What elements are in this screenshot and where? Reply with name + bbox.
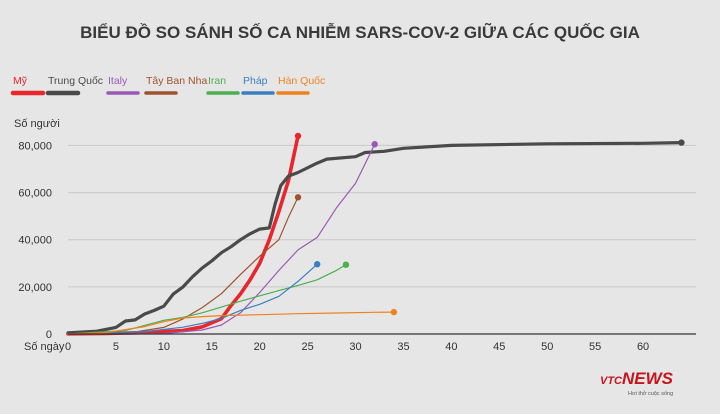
series-endpoint-korea bbox=[390, 308, 398, 316]
series-line-korea bbox=[67, 311, 395, 335]
series-layer bbox=[66, 132, 685, 336]
x-tick-label: 45 bbox=[493, 341, 505, 353]
y-tick-label: 40,000 bbox=[18, 235, 52, 247]
x-tick-label: 55 bbox=[589, 341, 601, 353]
y-axis-label: Số người bbox=[14, 118, 60, 130]
vtc-news-logo: VTCNEWS Hơi thở cuộc sống bbox=[600, 369, 674, 397]
legend-label-france: Pháp bbox=[243, 75, 268, 87]
legend-label-spain: Tây Ban Nha bbox=[146, 75, 207, 87]
series-line-italy bbox=[67, 143, 376, 335]
x-tick-label: 0 bbox=[65, 341, 71, 353]
series-line-us bbox=[66, 134, 300, 336]
legend-label-china: Trung Quốc bbox=[48, 75, 103, 87]
x-tick-label: 35 bbox=[397, 341, 409, 353]
logo-prefix: VTC bbox=[600, 375, 623, 387]
x-tick-label: 50 bbox=[541, 341, 553, 353]
x-tick-label: 30 bbox=[349, 341, 361, 353]
y-tick-label: 0 bbox=[46, 329, 52, 341]
series-line-iran bbox=[67, 264, 347, 335]
x-tick-label: 5 bbox=[113, 341, 119, 353]
legend-label-korea: Hàn Quốc bbox=[278, 75, 325, 87]
series-endpoint-china bbox=[678, 139, 685, 146]
x-tick-label: 10 bbox=[158, 341, 170, 353]
x-tick-label: 60 bbox=[637, 341, 649, 353]
x-tick-label: 15 bbox=[206, 341, 218, 353]
legend-label-iran: Iran bbox=[208, 75, 226, 87]
logo-main: NEWS bbox=[622, 369, 674, 388]
chart-title: BIỂU ĐỒ SO SÁNH SỐ CA NHIỄM SARS-COV-2 G… bbox=[80, 22, 640, 42]
x-axis-label: Số ngày bbox=[24, 341, 65, 353]
series-line-france bbox=[67, 263, 318, 335]
svg-text:VTCNEWS: VTCNEWS bbox=[600, 369, 674, 388]
legend-label-us: Mỹ bbox=[13, 75, 28, 87]
series-endpoint-italy bbox=[371, 141, 378, 148]
logo-tagline: Hơi thở cuộc sống bbox=[628, 390, 673, 397]
series-endpoint-france bbox=[314, 261, 321, 268]
axis-layer: 0 20,000 40,000 60,000 80,000 0 5 10 15 20 25 30 35 4… bbox=[18, 140, 696, 353]
series-line-china bbox=[66, 141, 684, 335]
series-line-spain bbox=[67, 196, 299, 335]
x-tick-label: 40 bbox=[445, 341, 457, 353]
series-endpoint-spain bbox=[294, 194, 302, 201]
y-tick-label: 80,000 bbox=[18, 140, 52, 152]
x-tick-label: 20 bbox=[254, 341, 266, 353]
series-endpoint-us bbox=[294, 132, 302, 140]
legend: Mỹ Trung Quốc Italy Tây Ban Nha Iran Pháp Hàn … bbox=[10, 75, 325, 96]
legend-label-italy: Italy bbox=[108, 75, 128, 87]
x-tick-label: 25 bbox=[301, 341, 313, 353]
y-tick-label: 20,000 bbox=[18, 282, 52, 294]
series-endpoint-iran bbox=[342, 261, 350, 268]
grid bbox=[68, 144, 696, 288]
y-tick-label: 60,000 bbox=[18, 188, 52, 200]
